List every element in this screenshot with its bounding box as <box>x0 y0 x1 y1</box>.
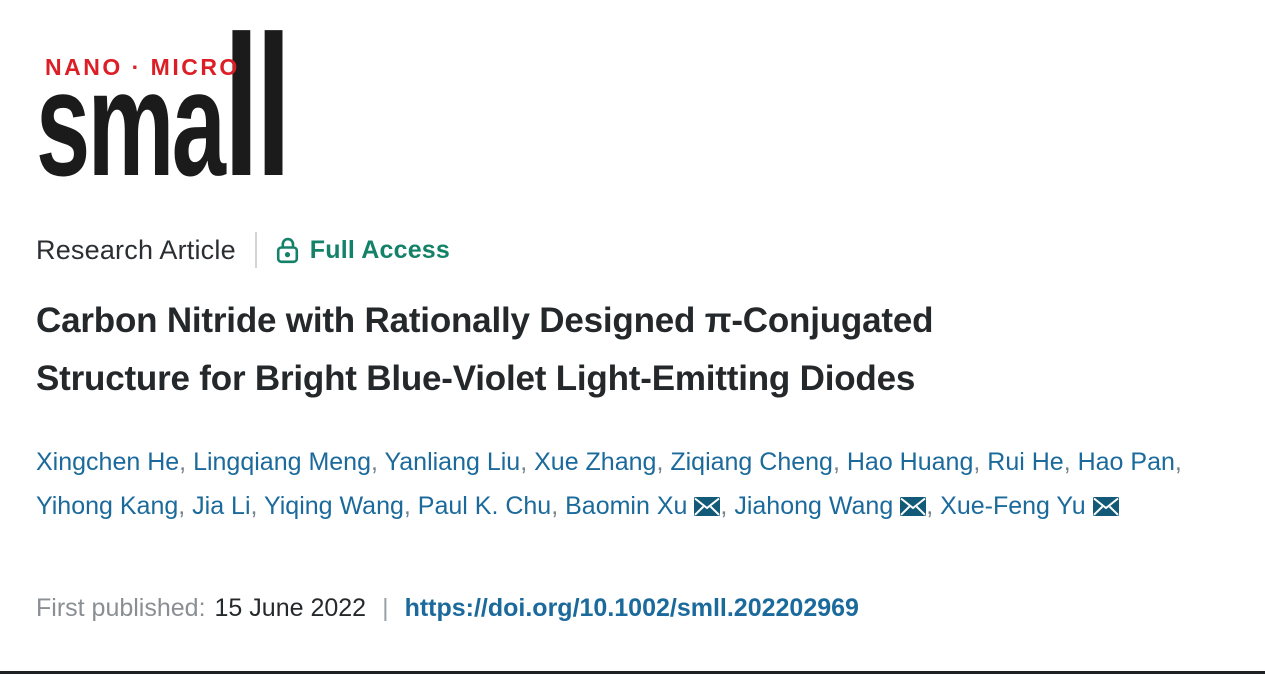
author-link[interactable]: Hao Huang <box>846 448 974 476</box>
first-published-date: 15 June 2022 <box>214 594 367 622</box>
author-link[interactable]: Rui He <box>987 448 1064 476</box>
author-separator: , <box>1174 448 1182 476</box>
first-published-label: First published: <box>36 594 206 622</box>
journal-logo-wordmark: small <box>36 7 292 207</box>
author-separator: , <box>926 492 941 520</box>
email-envelope-icon[interactable] <box>694 497 721 516</box>
author-separator: , <box>178 492 193 520</box>
author-link[interactable]: Yihong Kang <box>36 492 179 520</box>
author-separator: , <box>250 492 264 520</box>
author-link[interactable]: Xue Zhang <box>534 448 657 476</box>
author-separator: , <box>656 448 671 476</box>
author-link[interactable]: Hao Pan <box>1077 448 1175 476</box>
author-separator: , <box>551 492 566 520</box>
article-type-label: Research Article <box>36 234 236 265</box>
doi-link[interactable]: https://doi.org/10.1002/smll.202202969 <box>404 594 859 622</box>
author-link[interactable]: Paul K. Chu <box>417 492 552 520</box>
author-separator: , <box>179 448 194 476</box>
journal-logo-text-ll: ll <box>223 0 291 218</box>
journal-logo-tagline: NANO · MICRO <box>45 54 240 80</box>
author-separator: , <box>720 492 735 520</box>
author-separator: , <box>1063 448 1078 476</box>
full-access-label: Full Access <box>309 235 451 264</box>
open-lock-icon <box>276 237 298 263</box>
journal-logo[interactable]: small NANO · MICRO <box>36 7 336 207</box>
author-link[interactable]: Yiqing Wang <box>263 492 404 520</box>
author-separator: , <box>370 448 385 476</box>
article-title: Carbon Nitride with Rationally Designed … <box>36 301 934 398</box>
author-link[interactable]: Jiahong Wang <box>734 492 894 520</box>
journal-logo-text-sma: sma <box>36 39 226 207</box>
article-meta-row: Research Article Full Access <box>36 230 450 270</box>
publication-row: First published: 15 June 2022 | https://… <box>36 594 1226 623</box>
author-link[interactable]: Lingqiang Meng <box>193 448 371 476</box>
pipe-divider: | <box>382 594 389 622</box>
author-link[interactable]: Baomin Xu <box>565 492 688 520</box>
author-separator: , <box>403 492 418 520</box>
author-list: Xingchen He, Lingqiang Meng, Yanliang Li… <box>36 440 1221 528</box>
author-link[interactable]: Ziqiang Cheng <box>670 448 833 476</box>
email-envelope-icon[interactable] <box>900 497 927 516</box>
author-separator: , <box>520 448 535 476</box>
author-link[interactable]: Yanliang Liu <box>384 448 521 476</box>
bottom-divider-rule <box>0 671 1265 674</box>
author-link[interactable]: Xue-Feng Yu <box>940 492 1086 520</box>
author-separator: , <box>832 448 847 476</box>
author-link[interactable]: Jia Li <box>192 492 251 520</box>
email-envelope-icon[interactable] <box>1092 497 1119 516</box>
author-link[interactable]: Xingchen He <box>36 448 180 476</box>
full-access-badge: Full Access <box>276 236 450 265</box>
author-separator: , <box>973 448 988 476</box>
vertical-divider <box>254 232 257 268</box>
